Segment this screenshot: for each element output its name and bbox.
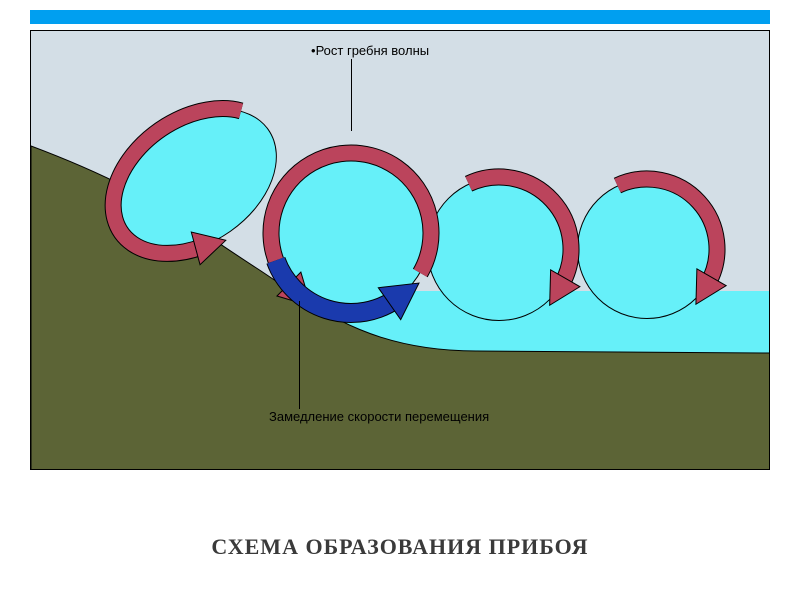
diagram: •Рост гребня волны Замедление скорости п… (30, 30, 770, 470)
diagram-title: СХЕМА ОБРАЗОВАНИЯ ПРИБОЯ (0, 534, 800, 560)
flow-arrows (31, 31, 770, 470)
top-accent-bar (30, 10, 770, 24)
